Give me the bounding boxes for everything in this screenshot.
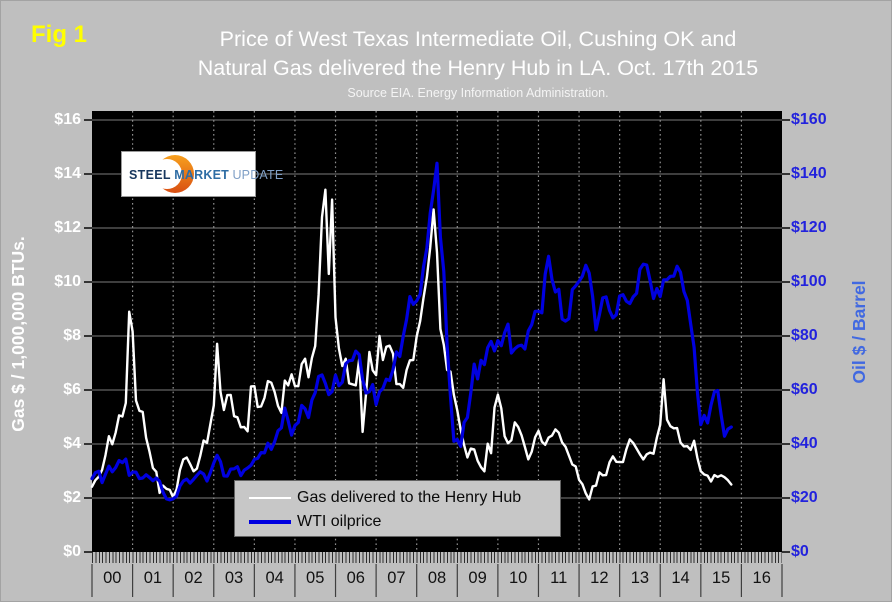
legend-item: WTI oilprice (249, 510, 560, 534)
legend-line-swatch (249, 520, 291, 524)
chart-title-block: Price of West Texas Intermediate Oil, Cu… (63, 25, 891, 100)
series-line-left (90, 188, 733, 501)
oil-tick-label: $80 (791, 327, 818, 344)
oil-tick-label: $60 (791, 381, 818, 398)
legend-item-label: WTI oilprice (297, 513, 382, 530)
oil-tick-label: $0 (791, 543, 809, 560)
legend-item-label: Gas delivered to the Henry Hub (297, 489, 522, 506)
x-axis-minor-ticks (92, 552, 782, 563)
series-line-right (90, 161, 733, 502)
legend-item: Gas delivered to the Henry Hub (249, 486, 560, 510)
oil-tick-label: $140 (791, 165, 827, 182)
oil-tick-label: $120 (791, 219, 827, 236)
chart-title-line1: Price of West Texas Intermediate Oil, Cu… (219, 27, 737, 51)
gas-tick-label: $8 (63, 327, 81, 344)
year-label: 04 (265, 569, 284, 587)
year-label: 15 (711, 569, 731, 587)
year-label: 11 (550, 569, 568, 587)
year-label: 03 (224, 569, 244, 587)
logo-crescent-icon (152, 155, 194, 193)
logo-word-steel: STEEL (129, 168, 171, 182)
chart-title-line2: Natural Gas delivered the Henry Hub in L… (197, 56, 759, 80)
gas-tick-label: $4 (63, 435, 81, 452)
year-label: 09 (468, 569, 487, 587)
legend-line-swatch (249, 496, 291, 500)
year-label: 06 (346, 569, 365, 587)
steel-market-update-logo: STEEL MARKET UPDATE (121, 151, 283, 197)
oil-tick-label: $160 (791, 111, 827, 128)
legend: Gas delivered to the Henry Hub WTI oilpri… (234, 480, 561, 537)
year-label: 00 (103, 569, 122, 587)
oil-tick-label: $100 (791, 273, 827, 290)
oil-tick-label: $40 (791, 435, 818, 452)
year-label: 13 (630, 569, 650, 587)
year-label: 07 (387, 569, 406, 587)
year-label: 14 (671, 569, 690, 587)
oil-tick-label: $20 (791, 489, 818, 506)
year-label: 08 (427, 569, 447, 587)
gas-tick-label: $12 (54, 219, 81, 236)
chart-subtitle: Source EIA. Energy Information Administr… (347, 86, 609, 100)
gas-tick-label: $14 (54, 165, 81, 182)
year-label: 01 (143, 569, 163, 587)
year-label: 02 (184, 569, 203, 587)
year-label: 16 (752, 569, 771, 587)
oil-axis-title: Oil $ / Barrel (849, 280, 869, 384)
logo-word-update: UPDATE (232, 168, 284, 182)
gas-tick-label: $0 (63, 543, 81, 560)
gas-tick-label: $2 (63, 489, 81, 506)
year-label: 10 (508, 569, 528, 587)
gas-tick-label: $6 (63, 381, 81, 398)
gas-tick-label: $10 (54, 273, 81, 290)
logo-word-market: MARKET (174, 168, 229, 182)
figure-number-label: Fig 1 (31, 21, 88, 48)
year-label: 12 (590, 569, 609, 587)
year-label: 05 (306, 569, 325, 587)
gas-tick-label: $16 (54, 111, 81, 128)
logo-wordmark: STEEL MARKET UPDATE (129, 168, 283, 182)
